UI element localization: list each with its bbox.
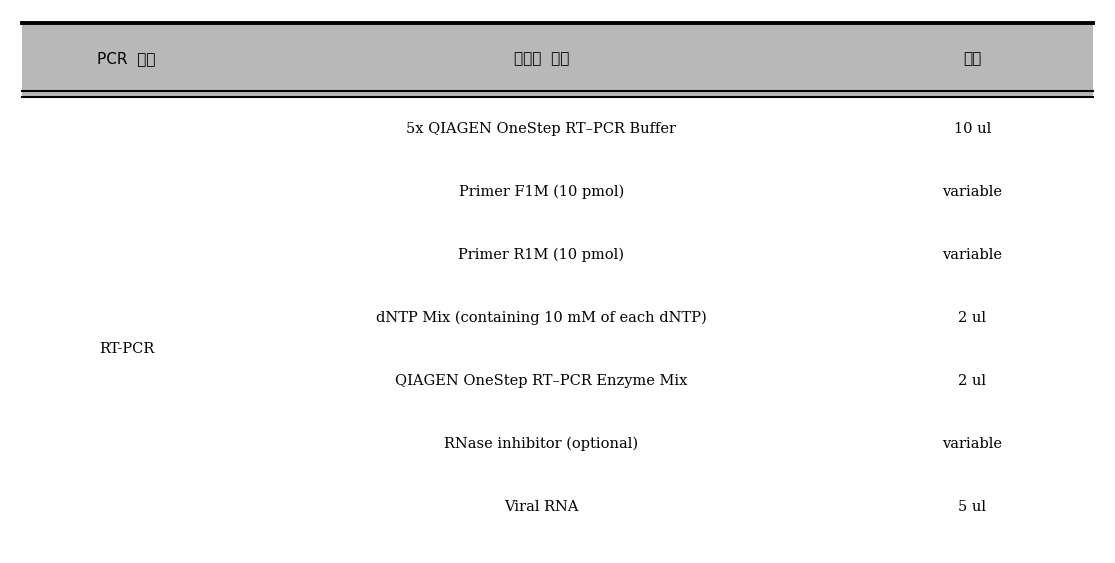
Text: QIAGEN OneStep RT–PCR Enzyme Mix: QIAGEN OneStep RT–PCR Enzyme Mix <box>395 374 688 388</box>
Text: 10 ul: 10 ul <box>953 122 991 136</box>
Text: variable: variable <box>942 185 1002 199</box>
Bar <box>22 97 1093 563</box>
Text: dNTP Mix (containing 10 mM of each dNTP): dNTP Mix (containing 10 mM of each dNTP) <box>376 311 707 325</box>
Text: PCR  반응: PCR 반응 <box>97 52 156 66</box>
Text: variable: variable <box>942 437 1002 451</box>
Text: RT-PCR: RT-PCR <box>99 342 154 356</box>
Text: 반응액  조성: 반응액 조성 <box>514 52 569 66</box>
Text: Viral RNA: Viral RNA <box>504 500 579 514</box>
Text: 용량: 용량 <box>963 52 981 66</box>
Text: 2 ul: 2 ul <box>958 311 987 325</box>
Text: 2 ul: 2 ul <box>958 374 987 388</box>
Text: 5x QIAGEN OneStep RT–PCR Buffer: 5x QIAGEN OneStep RT–PCR Buffer <box>407 122 677 136</box>
Text: RNase inhibitor (optional): RNase inhibitor (optional) <box>445 437 639 451</box>
Text: 5 ul: 5 ul <box>958 500 987 514</box>
Text: Primer F1M (10 pmol): Primer F1M (10 pmol) <box>458 185 624 199</box>
Text: Primer R1M (10 pmol): Primer R1M (10 pmol) <box>458 248 624 262</box>
Bar <box>22 23 1093 96</box>
Text: variable: variable <box>942 248 1002 262</box>
